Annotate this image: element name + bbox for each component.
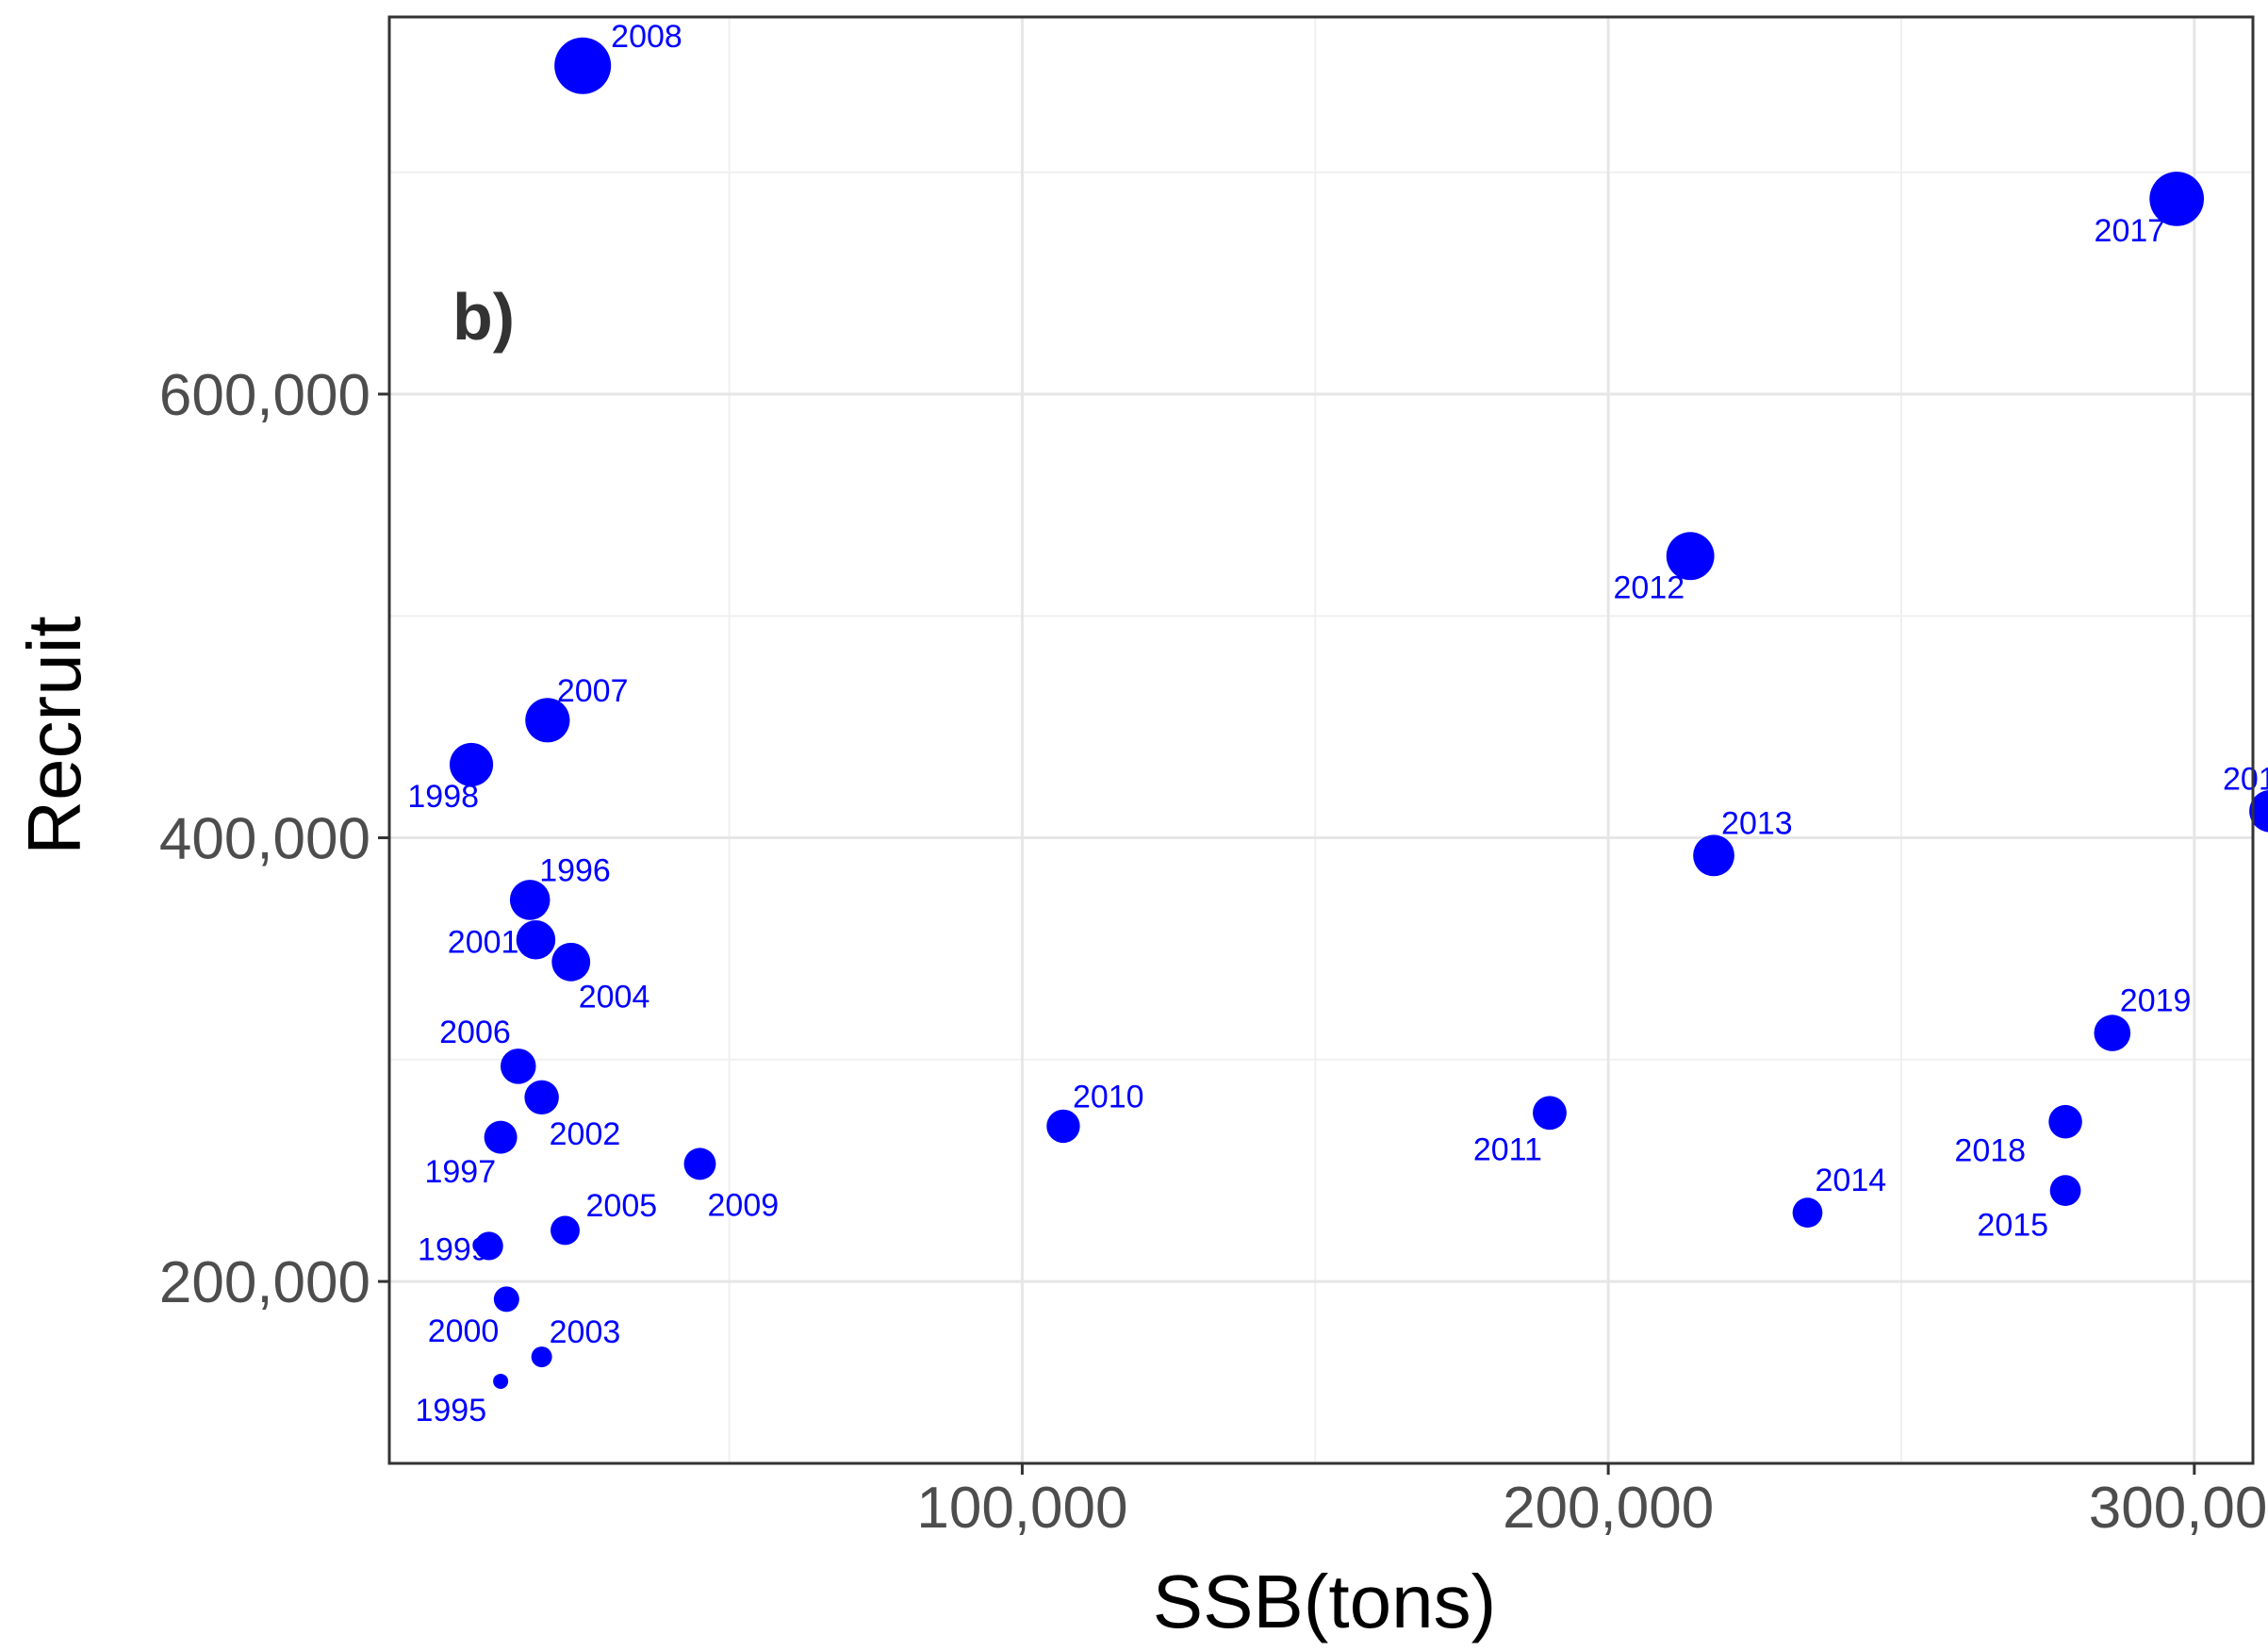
data-point-2018 bbox=[2048, 1104, 2082, 1139]
point-label-2007: 2007 bbox=[557, 673, 629, 709]
data-point-2002 bbox=[524, 1080, 559, 1115]
grid bbox=[389, 17, 2253, 1463]
point-label-2015: 2015 bbox=[1977, 1208, 2048, 1244]
point-label-2013: 2013 bbox=[1721, 805, 1793, 841]
point-label-2018: 2018 bbox=[1954, 1133, 2026, 1169]
point-label-1996: 1996 bbox=[539, 852, 611, 888]
points bbox=[449, 37, 2268, 1389]
panel-label: b) bbox=[452, 280, 515, 354]
y-tick-label: 400,000 bbox=[159, 807, 370, 872]
point-label-2010: 2010 bbox=[1073, 1079, 1144, 1114]
point-label-2009: 2009 bbox=[708, 1187, 780, 1223]
data-point-2019 bbox=[2094, 1015, 2131, 1051]
data-point-2014 bbox=[1792, 1197, 1823, 1229]
data-point-2017 bbox=[2149, 172, 2205, 226]
point-labels: 1995 1996 1997 1998 1999 2000 2001 2002 2003 2004… bbox=[407, 19, 2268, 1428]
point-label-1995: 1995 bbox=[415, 1393, 486, 1428]
data-point-2012 bbox=[1666, 532, 1715, 581]
data-point-1996 bbox=[509, 880, 551, 920]
point-label-2000: 2000 bbox=[428, 1313, 500, 1349]
point-label-1999: 1999 bbox=[418, 1231, 489, 1267]
data-point-1995 bbox=[493, 1373, 509, 1389]
data-point-1998 bbox=[449, 742, 494, 786]
point-label-2016: 2016 bbox=[2223, 761, 2268, 797]
data-point-2005 bbox=[551, 1215, 580, 1246]
point-label-1997: 1997 bbox=[424, 1154, 496, 1190]
x-tick-label: 300,000 bbox=[2089, 1476, 2268, 1541]
data-point-2006 bbox=[501, 1048, 536, 1084]
y-tick-label: 200,000 bbox=[159, 1250, 370, 1315]
data-point-2000 bbox=[493, 1286, 519, 1313]
data-point-1999 bbox=[474, 1231, 503, 1261]
data-point-2013 bbox=[1693, 834, 1734, 877]
point-label-2005: 2005 bbox=[586, 1188, 658, 1224]
x-tick-label: 200,000 bbox=[1503, 1476, 1714, 1541]
point-label-2003: 2003 bbox=[550, 1314, 621, 1350]
data-point-2015 bbox=[2049, 1175, 2081, 1206]
point-label-2002: 2002 bbox=[550, 1116, 621, 1152]
point-label-1998: 1998 bbox=[407, 779, 479, 815]
point-label-2014: 2014 bbox=[1816, 1163, 1887, 1198]
point-label-2004: 2004 bbox=[579, 979, 650, 1015]
point-label-2019: 2019 bbox=[2120, 983, 2192, 1019]
point-label-2008: 2008 bbox=[611, 19, 682, 55]
y-tick-label: 600,000 bbox=[159, 363, 370, 428]
data-point-2007 bbox=[525, 698, 570, 743]
data-point-2004 bbox=[551, 942, 591, 982]
y-axis-title: Recruit bbox=[12, 616, 96, 854]
point-label-2006: 2006 bbox=[439, 1015, 511, 1050]
axis-ticks: 100,000 200,000 300,000 200,000 400,000 600,0… bbox=[159, 363, 2268, 1541]
data-point-2003 bbox=[531, 1346, 552, 1368]
data-point-1997 bbox=[484, 1120, 518, 1154]
panel-border bbox=[387, 15, 2255, 1465]
x-axis-title: SSB(tons) bbox=[1153, 1560, 1497, 1643]
data-point-2001 bbox=[516, 920, 556, 960]
point-label-2001: 2001 bbox=[448, 925, 519, 961]
data-point-2008 bbox=[554, 37, 612, 94]
point-label-2017: 2017 bbox=[2095, 213, 2166, 249]
x-tick-label: 100,000 bbox=[916, 1476, 1127, 1541]
data-point-2011 bbox=[1533, 1096, 1567, 1131]
point-label-2012: 2012 bbox=[1614, 570, 1685, 606]
point-label-2011: 2011 bbox=[1473, 1131, 1542, 1167]
data-point-2009 bbox=[683, 1147, 716, 1180]
data-point-2010 bbox=[1046, 1109, 1080, 1144]
